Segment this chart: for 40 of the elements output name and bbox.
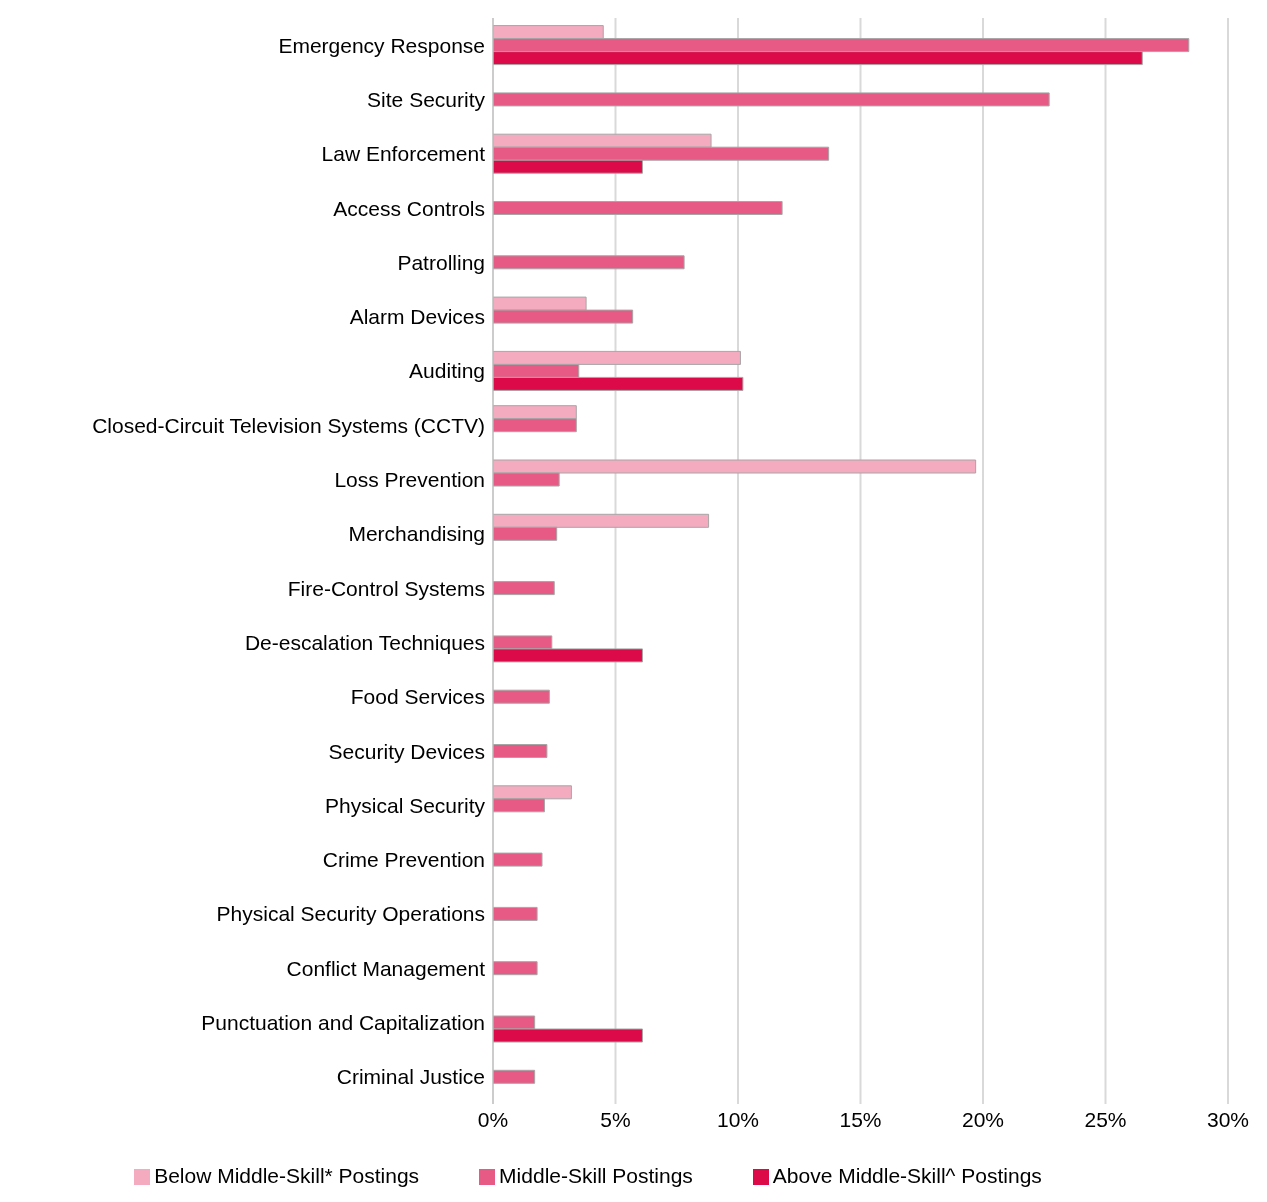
y-tick-label: Fire-Control Systems xyxy=(287,576,485,600)
y-tick-label: Law Enforcement xyxy=(321,142,486,166)
bar xyxy=(493,961,538,976)
y-tick-label: Crime Prevention xyxy=(322,848,485,872)
bar xyxy=(493,744,548,758)
y-tick-label: Access Controls xyxy=(333,196,485,220)
bar xyxy=(493,92,1050,107)
y-tick-label: Site Security xyxy=(367,87,486,111)
y-tick-label: Physical Security xyxy=(325,793,486,817)
x-tick-label: 10% xyxy=(716,1107,760,1131)
bar xyxy=(493,689,550,704)
x-tick-label: 25% xyxy=(1084,1107,1127,1131)
bar xyxy=(493,581,555,596)
y-tick-label: De-escalation Techniques xyxy=(244,630,485,654)
y-tick-label: Conflict Management xyxy=(286,956,486,980)
y-tick-label: Physical Security Operations xyxy=(216,902,485,926)
bar xyxy=(493,201,783,215)
y-tick-label: Merchandising xyxy=(348,522,485,546)
y-tick-label: Punctuation and Capitalization xyxy=(201,1011,485,1035)
bar xyxy=(493,255,685,270)
y-tick-label: Emergency Response xyxy=(278,33,485,57)
x-tick-label: 0% xyxy=(477,1107,509,1131)
y-tick-label: Criminal Justice xyxy=(336,1065,485,1089)
bar xyxy=(493,852,543,867)
x-tick-label: 15% xyxy=(839,1107,882,1131)
y-tick-label: Closed-Circuit Television Systems (CCTV) xyxy=(92,413,485,437)
legend-label: Above Middle-Skill^ Postings xyxy=(772,1164,1042,1187)
legend-label: Below Middle-Skill* Postings xyxy=(154,1164,420,1187)
y-tick-label: Loss Prevention xyxy=(334,468,485,491)
bar xyxy=(493,1069,536,1084)
x-tick-label: 20% xyxy=(961,1107,1005,1131)
legend-label: Middle-Skill Postings xyxy=(499,1164,693,1187)
y-tick-label: Security Devices xyxy=(328,739,485,763)
y-tick-label: Food Services xyxy=(350,685,485,709)
x-tick-label: 30% xyxy=(1206,1107,1250,1131)
bar xyxy=(493,906,538,921)
y-tick-label: Alarm Devices xyxy=(349,305,485,329)
y-tick-label: Auditing xyxy=(409,359,485,383)
x-tick-label: 5% xyxy=(600,1107,631,1131)
y-tick-label: Patrolling xyxy=(397,250,485,274)
